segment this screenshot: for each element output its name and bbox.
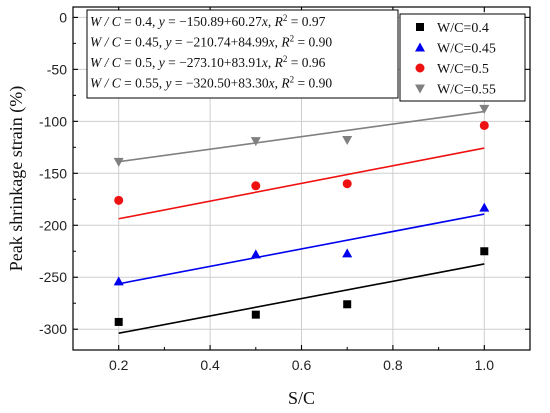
y-axis-title: Peak shrinkage strain (%) <box>6 86 27 271</box>
y-tick-label: -100 <box>39 113 67 129</box>
equation-line: W / C = 0.4, y = −150.89+60.27x, R2 = 0.… <box>90 13 326 29</box>
fit-line <box>118 110 485 163</box>
equation-superscript: 2 <box>290 34 295 44</box>
equation-part: R <box>280 35 290 50</box>
equation-part: W / C <box>90 55 122 70</box>
equation-part: x <box>268 76 275 91</box>
equation-part: , <box>275 76 282 91</box>
equation-part: = −150.89+60.27 <box>165 14 262 29</box>
equation-part: = −320.50+83.30 <box>172 76 269 91</box>
equation-part: , <box>268 55 275 70</box>
equation-part: R <box>280 76 290 91</box>
data-point <box>113 157 124 167</box>
legend-marker <box>416 23 424 31</box>
data-point <box>113 276 124 286</box>
x-tick-label: 0.8 <box>383 357 403 373</box>
y-tick-label: -150 <box>39 165 67 181</box>
x-tick-label: 0.4 <box>200 357 220 373</box>
equation-r2: = 0.97 <box>287 14 325 29</box>
equation-part: , <box>268 14 275 29</box>
fit-line <box>118 147 485 220</box>
data-point <box>114 195 124 205</box>
legend-marker <box>415 84 425 94</box>
legend-label: W/C=0.5 <box>437 62 489 77</box>
equation-part: x <box>261 55 268 70</box>
equation-part: = 0.45, <box>121 35 166 50</box>
x-tick-label: 1.0 <box>475 357 495 373</box>
data-point <box>342 248 353 258</box>
data-point <box>479 104 490 114</box>
data-point <box>251 181 261 191</box>
legend-label: W/C=0.4 <box>437 21 489 36</box>
legend-marker <box>415 42 425 52</box>
y-tick-label: -300 <box>39 321 67 337</box>
equation-line: W / C = 0.5, y = −273.10+83.91x, R2 = 0.… <box>90 54 326 70</box>
y-tick-label: 0 <box>59 9 67 25</box>
equation-part: = −273.10+83.91 <box>165 55 262 70</box>
equation-part: = 0.55, <box>121 76 166 91</box>
data-point <box>479 120 489 130</box>
equation-r2: = 0.90 <box>294 35 332 50</box>
axis-ticks: 0.2 0.4 0.6 0.8 1.0 0 -50 -100 -150 -200 -250 -300 <box>39 7 530 373</box>
data-point <box>342 179 352 189</box>
data-point <box>251 310 260 319</box>
equation-line: W / C = 0.45, y = −210.74+84.99x, R2 = 0… <box>90 34 332 50</box>
equation-part: y <box>157 14 165 29</box>
x-tick-label: 0.2 <box>109 357 129 373</box>
equation-part: R <box>274 55 284 70</box>
equation-part: x <box>261 14 268 29</box>
equation-superscript: 2 <box>290 75 295 85</box>
legend-label: W/C=0.45 <box>437 42 496 57</box>
legend-marker <box>415 63 425 73</box>
legend-items: W/C=0.4 W/C=0.45 W/C=0.5 W/C=0.55 <box>415 21 496 98</box>
data-point <box>342 136 353 146</box>
data-point <box>343 300 352 309</box>
equation-superscript: 2 <box>283 54 288 64</box>
equation-r2: = 0.90 <box>294 76 332 91</box>
data-point <box>479 202 490 212</box>
data-markers <box>113 104 490 326</box>
fit-line <box>118 263 485 334</box>
equation-part: y <box>157 55 165 70</box>
fit-line <box>118 213 485 285</box>
fit-lines <box>118 110 485 334</box>
equation-r2: = 0.96 <box>287 55 325 70</box>
equation-part: x <box>268 35 275 50</box>
equation-part: = 0.5, <box>121 55 159 70</box>
equation-part: W / C <box>90 35 122 50</box>
data-point <box>480 247 489 256</box>
y-tick-label: -50 <box>47 61 67 77</box>
data-point <box>250 249 261 259</box>
equation-superscript: 2 <box>283 13 288 23</box>
equation-line: W / C = 0.55, y = −320.50+83.30x, R2 = 0… <box>90 75 332 91</box>
equation-box <box>86 9 399 99</box>
y-tick-label: -200 <box>39 217 67 233</box>
equation-part: , <box>275 35 282 50</box>
equation-annotations: W / C = 0.4, y = −150.89+60.27x, R2 = 0.… <box>90 13 332 91</box>
data-point <box>250 137 261 147</box>
equation-part: R <box>274 14 284 29</box>
y-tick-label: -250 <box>39 269 67 285</box>
equation-part: = −210.74+84.99 <box>172 35 269 50</box>
x-axis-title: S/C <box>288 388 315 408</box>
equation-part: = 0.4, <box>121 14 159 29</box>
data-point <box>114 317 123 326</box>
equation-part: y <box>164 76 172 91</box>
x-tick-label: 0.6 <box>292 357 312 373</box>
equation-part: W / C <box>90 14 122 29</box>
legend-label: W/C=0.55 <box>437 83 496 98</box>
equation-part: y <box>164 35 172 50</box>
equation-part: W / C <box>90 76 122 91</box>
